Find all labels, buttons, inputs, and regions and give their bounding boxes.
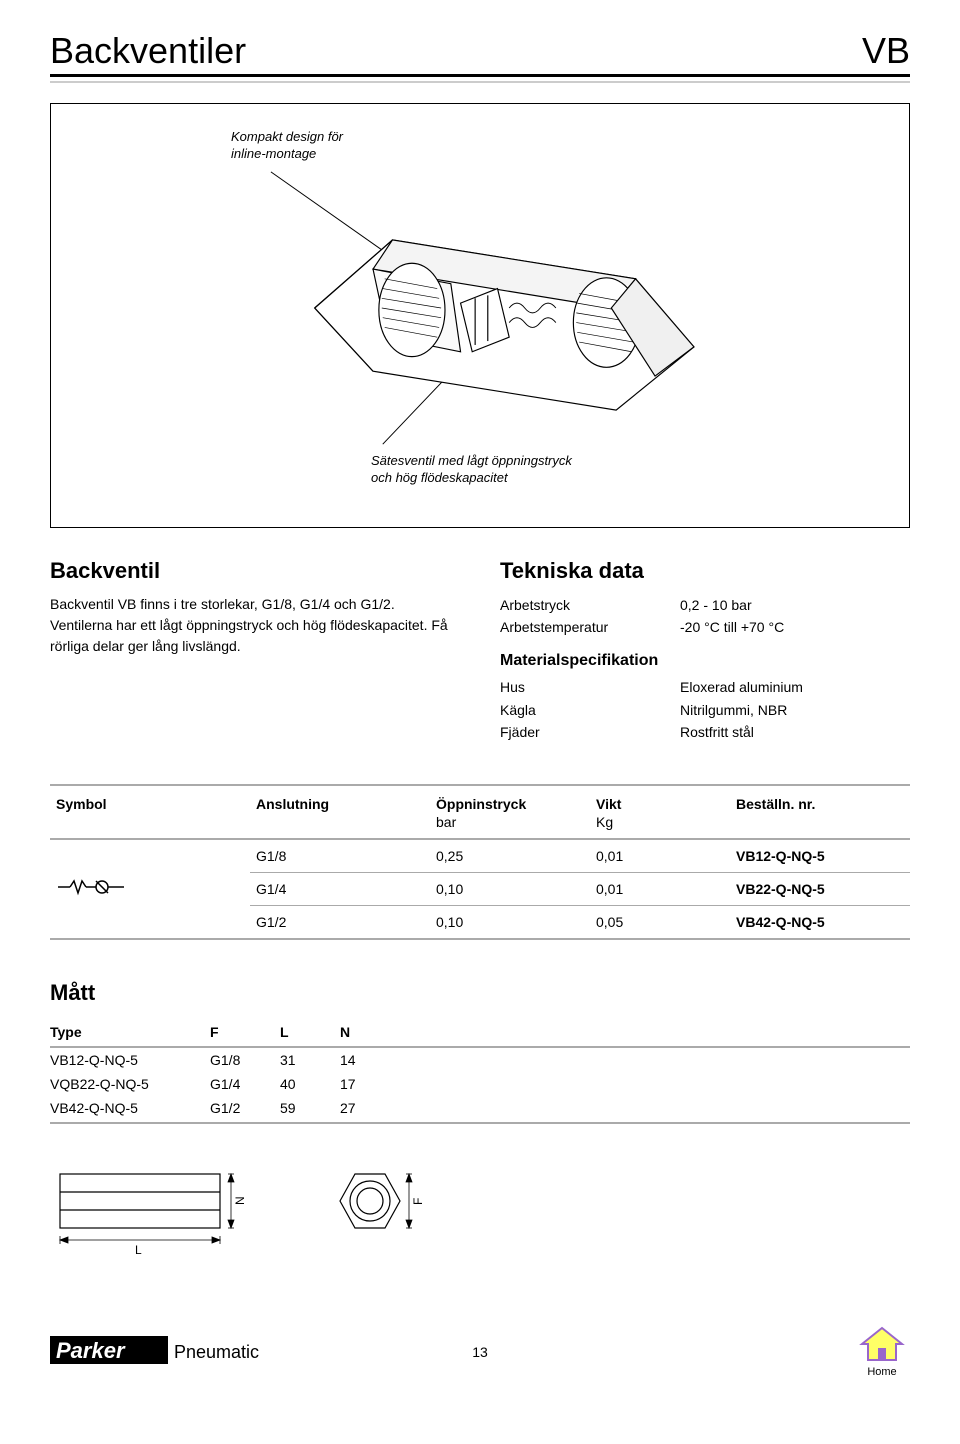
diagram-box: Kompakt design för inline-montage <box>50 103 910 528</box>
col-l: L <box>280 1018 340 1047</box>
col-bestall: Beställn. nr. <box>730 785 910 814</box>
parker-pneumatic-logo: Parker Pneumatic <box>50 1334 260 1370</box>
dimensions-heading: Mått <box>50 980 910 1006</box>
product-table: Symbol Anslutning Öppninstryck Vikt Best… <box>50 784 910 940</box>
spec-row: Hus Eloxerad aluminium <box>500 676 910 698</box>
dimension-drawings: N L <box>50 1154 910 1264</box>
callout-seat-valve: Sätesventil med lågt öppningstryck och h… <box>371 453 572 487</box>
page-title: Backventiler <box>50 30 246 72</box>
valve-cutaway-diagram <box>91 168 869 448</box>
techdata-heading: Tekniska data <box>500 558 910 584</box>
description-heading: Backventil <box>50 558 460 584</box>
page-header: Backventiler VB <box>50 30 910 77</box>
col-anslutning: Anslutning <box>250 785 430 814</box>
spec-row: Arbetstryck 0,2 - 10 bar <box>500 594 910 616</box>
dim-l-label: L <box>135 1243 142 1257</box>
table-row: VB42-Q-NQ-5 G1/2 59 27 <box>50 1096 910 1123</box>
material-heading: Materialspecifikation <box>500 652 910 670</box>
techdata-column: Tekniska data Arbetstryck 0,2 - 10 bar A… <box>500 558 910 744</box>
dim-n-label: N <box>233 1196 247 1205</box>
svg-text:Parker: Parker <box>56 1338 126 1363</box>
col-n: N <box>340 1018 910 1047</box>
page-number: 13 <box>472 1344 488 1360</box>
callout-compact-design: Kompakt design för inline-montage <box>231 129 343 163</box>
side-view-drawing: N L <box>50 1154 270 1264</box>
description-body: Backventil VB finns i tre storlekar, G1/… <box>50 594 460 657</box>
dimensions-section: Mått Type F L N VB12-Q-NQ-5 G1/8 31 14 V… <box>50 980 910 1264</box>
spec-row: Kägla Nitrilgummi, NBR <box>500 699 910 721</box>
col-oppninstryck: Öppninstryck <box>430 785 590 814</box>
header-divider <box>50 81 910 83</box>
info-columns: Backventil Backventil VB finns i tre sto… <box>50 558 910 744</box>
home-icon <box>858 1324 906 1366</box>
home-label: Home <box>867 1366 896 1378</box>
spec-row: Arbetstemperatur -20 °C till +70 °C <box>500 616 910 638</box>
page-code: VB <box>862 30 910 72</box>
page-footer: Parker Pneumatic 13 Home <box>50 1324 910 1380</box>
col-f: F <box>210 1018 280 1047</box>
end-view-drawing: F <box>310 1154 450 1264</box>
table-row: VQB22-Q-NQ-5 G1/4 40 17 <box>50 1072 910 1096</box>
table-row: VB12-Q-NQ-5 G1/8 31 14 <box>50 1047 910 1072</box>
spec-row: Fjäder Rostfritt stål <box>500 721 910 743</box>
col-type: Type <box>50 1018 210 1047</box>
home-button[interactable]: Home <box>854 1324 910 1380</box>
col-symbol: Symbol <box>50 785 250 814</box>
dimensions-table: Type F L N VB12-Q-NQ-5 G1/8 31 14 VQB22-… <box>50 1018 910 1124</box>
col-vikt: Vikt <box>590 785 730 814</box>
dim-f-label: F <box>411 1197 425 1204</box>
svg-text:Pneumatic: Pneumatic <box>174 1342 259 1362</box>
table-row: G1/8 0,25 0,01 VB12-Q-NQ-5 <box>50 839 910 873</box>
description-column: Backventil Backventil VB finns i tre sto… <box>50 558 460 744</box>
check-valve-symbol-icon <box>56 875 126 899</box>
